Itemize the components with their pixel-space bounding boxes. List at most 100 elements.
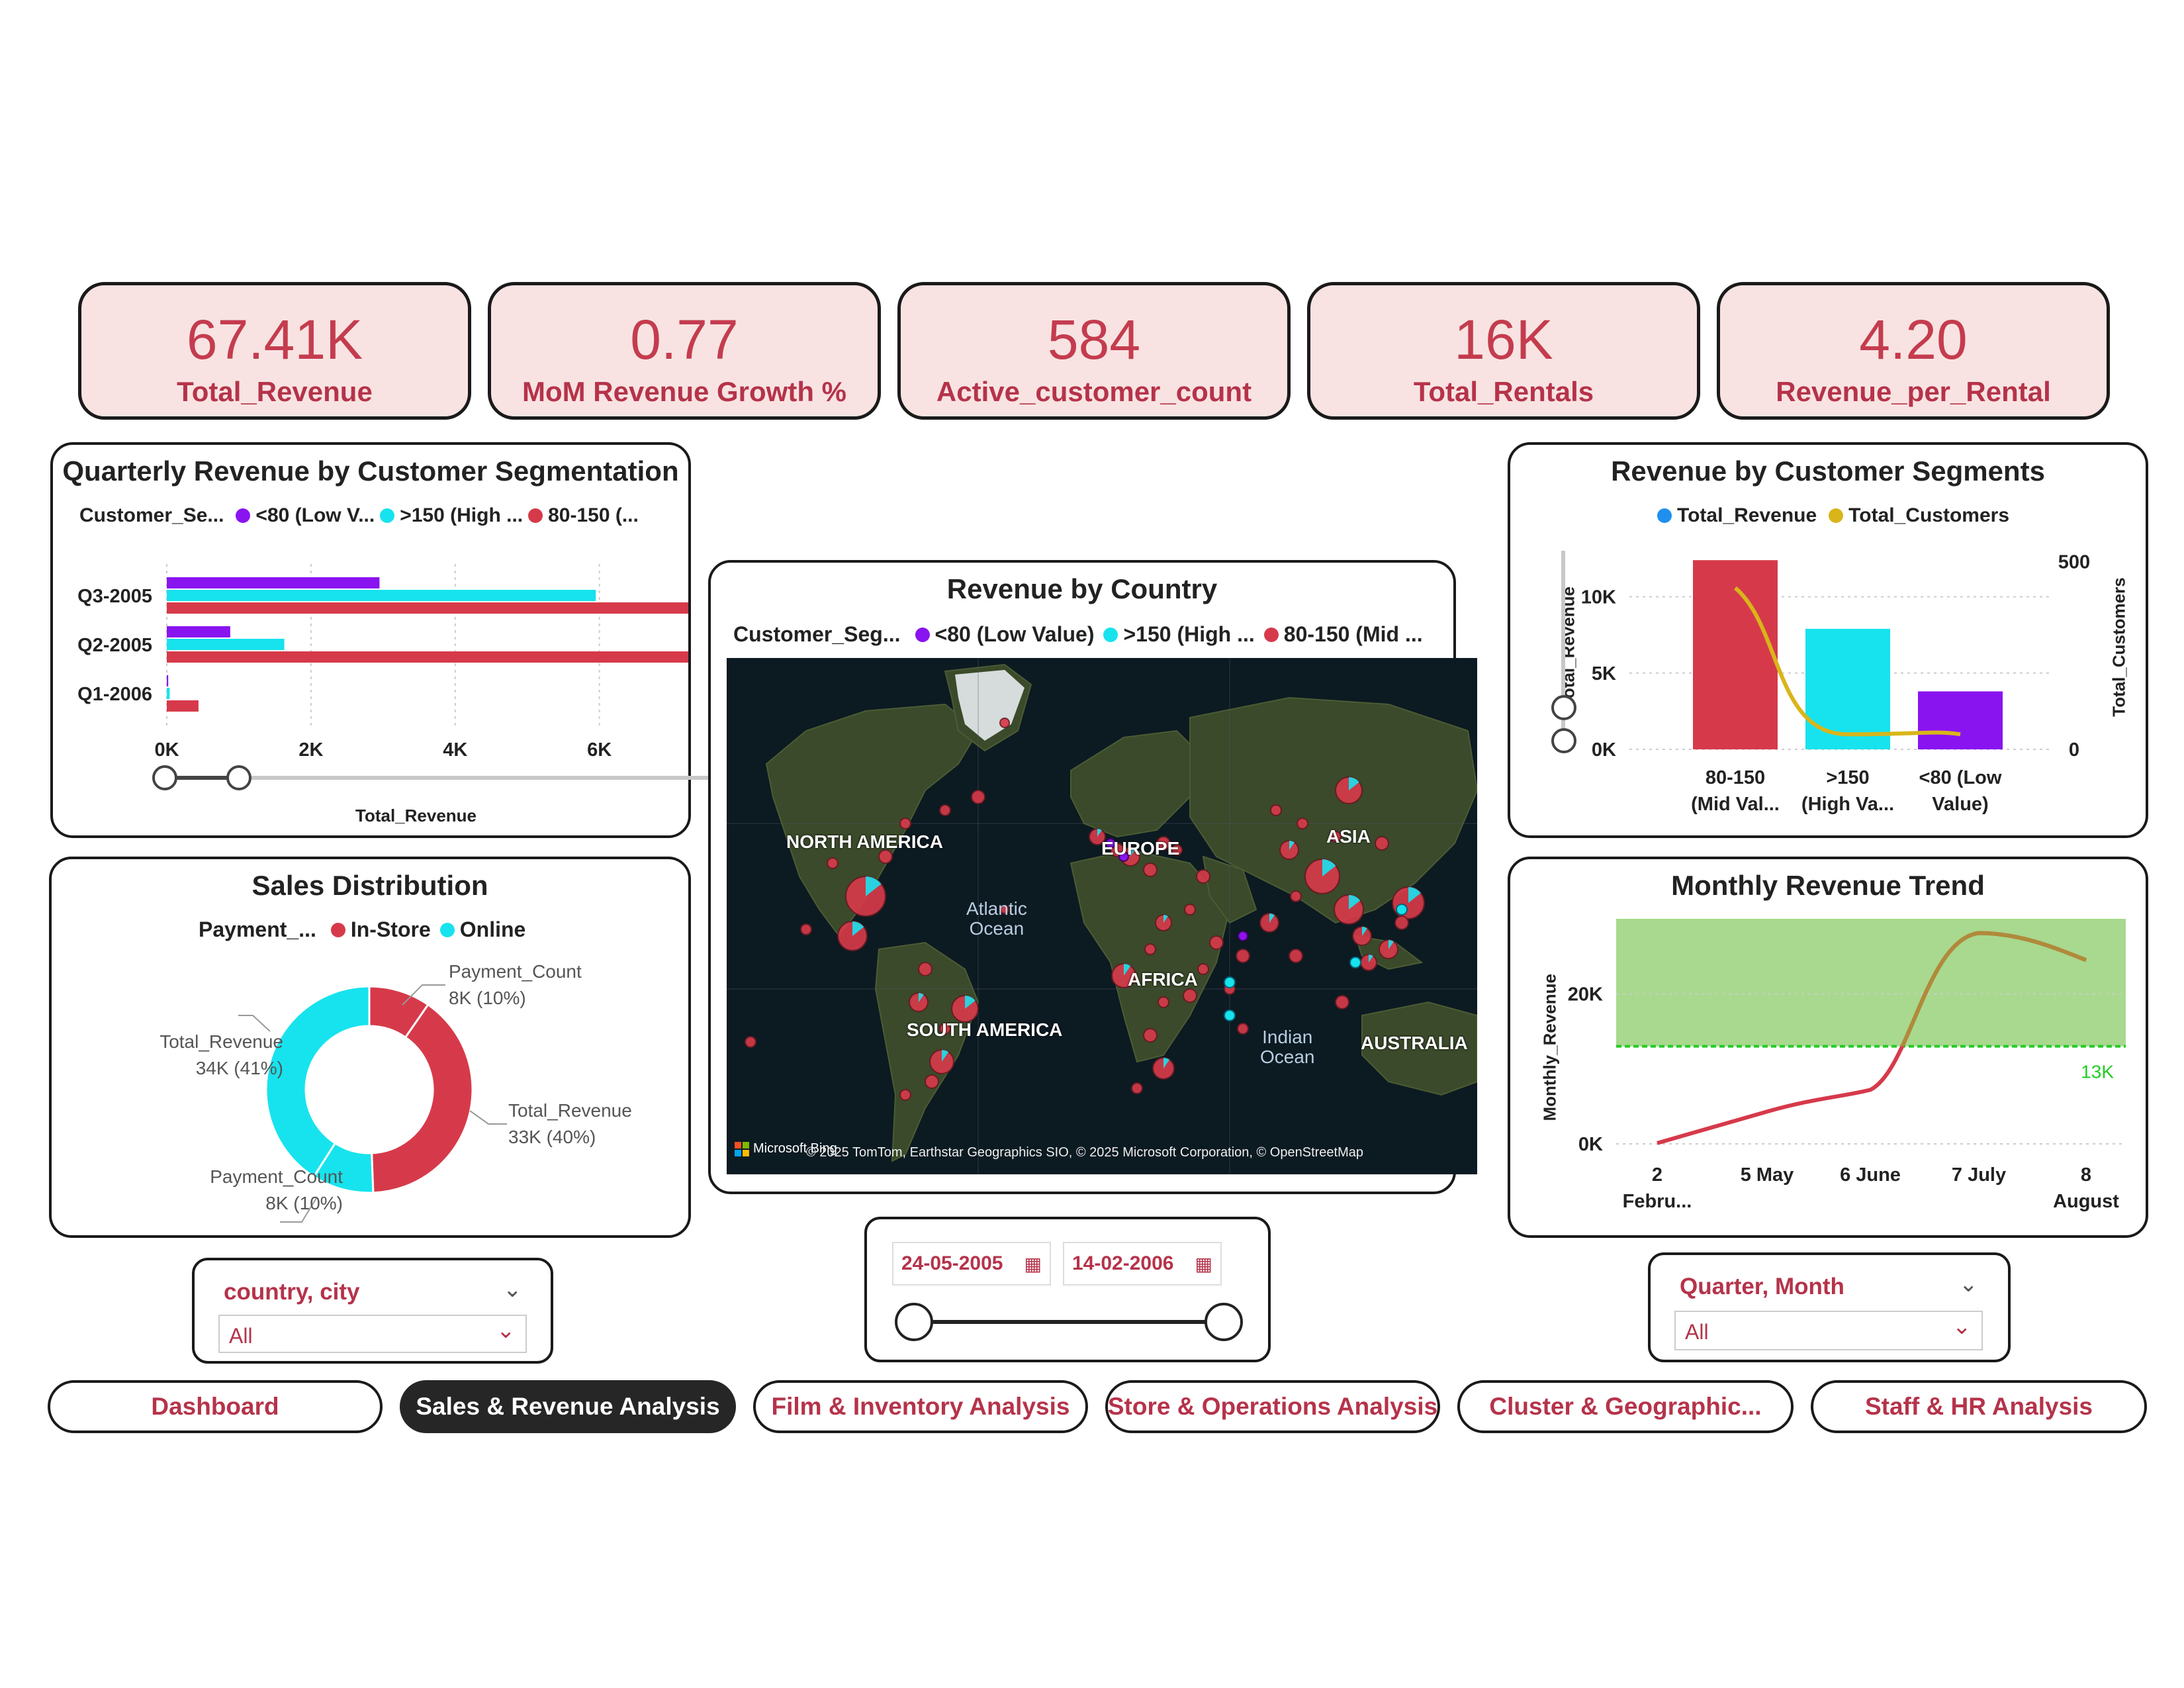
y-tick-label: 20K bbox=[1568, 984, 1603, 1005]
chart-legend[interactable]: Customer_Se... <80 (Low V... >150 (High … bbox=[79, 504, 639, 527]
calendar-icon[interactable]: ▦ bbox=[1195, 1253, 1212, 1274]
y-category-label: Q2-2005 bbox=[77, 635, 152, 656]
map-copyright[interactable]: © 2025 TomTom, Earthstar Geographics SIO… bbox=[806, 1145, 1364, 1160]
ocean-label: Atlantic Ocean bbox=[966, 898, 1027, 939]
kpi-label: Active_customer_count bbox=[936, 376, 1252, 407]
x-category-label: <80 (Low bbox=[1919, 767, 2002, 788]
chart-legend[interactable]: Payment_... In-Store Online bbox=[199, 917, 525, 942]
y-tick-label: 0K bbox=[1578, 1134, 1603, 1155]
x-category-label: >150 bbox=[1826, 767, 1869, 788]
landmass bbox=[1189, 696, 1477, 924]
range-slider-track[interactable] bbox=[156, 776, 715, 780]
vertical-slider-handle-max[interactable] bbox=[1551, 695, 1576, 720]
chart-legend[interactable]: Customer_Seg... <80 (Low Value) >150 (Hi… bbox=[733, 622, 1423, 647]
donut-chart[interactable] bbox=[52, 859, 688, 1235]
y-right-tick-label: 0 bbox=[2069, 739, 2079, 761]
map-bubble bbox=[827, 857, 839, 869]
revenue-by-segments-card[interactable]: Revenue by Customer Segments Total_Reven… bbox=[1508, 442, 2148, 838]
chevron-down-icon[interactable]: ⌄ bbox=[503, 1277, 522, 1302]
bar bbox=[167, 577, 380, 588]
map-bubble-slice bbox=[866, 876, 882, 896]
legend-item[interactable]: Total_Customers bbox=[1848, 504, 2009, 526]
nav-button-cluster-geographic[interactable]: Cluster & Geographic... bbox=[1457, 1380, 1794, 1433]
nav-button-film-inventory[interactable]: Film & Inventory Analysis bbox=[753, 1380, 1088, 1433]
legend-item[interactable]: In-Store bbox=[350, 917, 431, 941]
bar bbox=[167, 651, 688, 663]
quarterly-revenue-card[interactable]: Quarterly Revenue by Customer Segmentati… bbox=[50, 442, 715, 838]
donut-slice bbox=[265, 985, 371, 1178]
kpi-value: 16K bbox=[1454, 308, 1553, 371]
monthly-revenue-card[interactable]: Monthly Revenue Trend 13K 0K 20K 2 Febru... 5… bbox=[1508, 857, 2148, 1238]
date-slider-handle-start[interactable] bbox=[895, 1303, 933, 1341]
legend-item[interactable]: <80 (Low V... bbox=[255, 504, 375, 526]
x-tick-label: 8 bbox=[2081, 1164, 2091, 1186]
map-bubble bbox=[939, 1023, 951, 1035]
legend-item[interactable]: >150 (High ... bbox=[1123, 622, 1255, 646]
x-tick-label: 2K bbox=[298, 739, 323, 761]
nav-button-staff-hr[interactable]: Staff & HR Analysis bbox=[1811, 1380, 2147, 1433]
kpi-label: Revenue_per_Rental bbox=[1776, 376, 2051, 407]
date-range-slicer[interactable]: 24-05-2005 ▦ 14-02-2006 ▦ bbox=[864, 1217, 1271, 1362]
chevron-down-icon[interactable]: ⌄ bbox=[1959, 1272, 1978, 1297]
date-slider-track[interactable] bbox=[911, 1320, 1227, 1324]
legend-item[interactable]: Total_Revenue bbox=[1677, 504, 1817, 526]
map-bubble-slice bbox=[1269, 914, 1275, 923]
chevron-down-icon[interactable]: ⌄ bbox=[1952, 1314, 1972, 1339]
legend-item[interactable]: 80-150 (... bbox=[548, 504, 639, 526]
chevron-down-icon[interactable]: ⌄ bbox=[496, 1318, 516, 1343]
map-bubble bbox=[918, 962, 933, 976]
revenue-by-country-card[interactable]: Revenue by Country Customer_Seg... <80 (… bbox=[708, 560, 1477, 1194]
end-date-input[interactable]: 14-02-2006 ▦ bbox=[1063, 1242, 1222, 1286]
legend-item[interactable]: Online bbox=[459, 917, 526, 941]
calendar-icon[interactable]: ▦ bbox=[1024, 1253, 1042, 1274]
chart-legend[interactable]: Total_Revenue Total_Customers bbox=[1657, 504, 2009, 527]
start-date-input[interactable]: 24-05-2005 ▦ bbox=[892, 1242, 1051, 1286]
map-bubble bbox=[1197, 963, 1209, 975]
map-bubble bbox=[1270, 804, 1282, 816]
kpi-card-total-revenue: 67.41K Total_Revenue bbox=[78, 282, 471, 420]
map-bubble bbox=[878, 849, 893, 864]
slice-label: Total_Revenue 33K (40%) bbox=[508, 1098, 632, 1150]
legend-dot-high bbox=[1103, 627, 1118, 642]
chart-title: Revenue by Customer Segments bbox=[1611, 455, 2045, 487]
nav-button-store-operations[interactable]: Store & Operations Analysis bbox=[1105, 1380, 1440, 1433]
vertical-slider-track[interactable] bbox=[1561, 551, 1565, 749]
slicer-dropdown[interactable]: All ⌄ bbox=[218, 1315, 527, 1353]
quarter-month-slicer[interactable]: Quarter, Month ⌄ All ⌄ bbox=[1648, 1252, 2011, 1362]
continent-label: SOUTH AMERICA bbox=[907, 1019, 1063, 1040]
map-bubble-slice bbox=[1349, 777, 1359, 790]
kpi-card-active-customers: 584 Active_customer_count bbox=[897, 282, 1291, 420]
monthly-line-chart[interactable]: 13K 0K 20K 2 Febru... 5 May 6 June 7 July 8 Augus… bbox=[1510, 859, 2146, 1235]
nav-button-dashboard[interactable]: Dashboard bbox=[48, 1380, 383, 1433]
slicer-dropdown[interactable]: All ⌄ bbox=[1674, 1311, 1983, 1350]
bing-brand: Microsoft Bing bbox=[753, 1141, 837, 1156]
legend-item[interactable]: >150 (High ... bbox=[400, 504, 523, 526]
y-category-label: Q3-2005 bbox=[77, 586, 152, 607]
y-category-label: Q1-2006 bbox=[77, 684, 152, 705]
kpi-card-revenue-per-rental: 4.20 Revenue_per_Rental bbox=[1717, 282, 2110, 420]
segments-combo-chart[interactable]: 0K 5K 10K 0 500 80-150 (Mid Val... >150 (High Va… bbox=[1510, 445, 2146, 835]
bar bbox=[167, 626, 230, 637]
world-map[interactable]: NORTH AMERICA EUROPE ASIA AFRICA SOUTH A… bbox=[727, 658, 1477, 1174]
map-bubble bbox=[745, 1036, 756, 1048]
x-tick-label: 4K bbox=[443, 739, 467, 761]
range-slider-handle-max[interactable] bbox=[226, 765, 251, 790]
slice-label-name: Payment_Count bbox=[210, 1166, 343, 1187]
country-city-slicer[interactable]: country, city ⌄ All ⌄ bbox=[192, 1258, 553, 1364]
range-slider-handle-min[interactable] bbox=[152, 765, 177, 790]
nav-button-sales-revenue[interactable]: Sales & Revenue Analysis bbox=[400, 1380, 736, 1433]
legend-item[interactable]: 80-150 (Mid ... bbox=[1283, 622, 1423, 646]
date-slider-handle-end[interactable] bbox=[1205, 1303, 1243, 1341]
x-tick-label: 5 May bbox=[1741, 1164, 1794, 1186]
sales-distribution-card[interactable]: Sales Distribution Payment_... In-Store … bbox=[49, 857, 691, 1238]
x-tick-label: 2 bbox=[1652, 1164, 1662, 1186]
vertical-slider-handle-min[interactable] bbox=[1551, 728, 1576, 753]
x-tick-label: 0K bbox=[154, 739, 179, 761]
start-date-value: 24-05-2005 bbox=[901, 1252, 1003, 1274]
map-canvas[interactable] bbox=[727, 658, 1477, 1174]
legend-item[interactable]: <80 (Low Value) bbox=[934, 622, 1095, 646]
map-bubble bbox=[1196, 869, 1210, 884]
leader-line bbox=[402, 984, 445, 1006]
quarterly-bar-chart[interactable]: 0K 2K 4K 6K Q3-2005 Q2-2005 Q1-2006 bbox=[53, 445, 688, 835]
map-bubble-slice bbox=[852, 921, 864, 936]
